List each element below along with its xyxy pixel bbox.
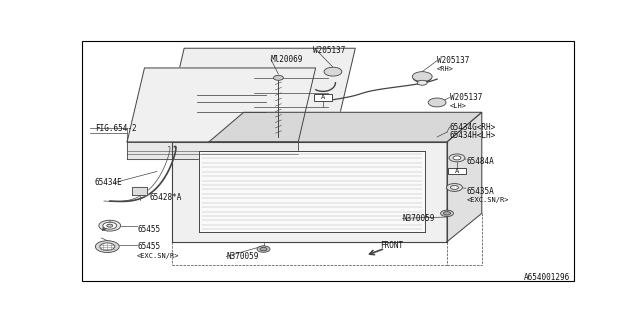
Circle shape [451,186,458,189]
Circle shape [260,247,267,251]
Polygon shape [199,150,425,232]
Text: 65455: 65455 [137,225,160,234]
Text: W205137: W205137 [313,46,346,55]
Circle shape [95,241,119,252]
Polygon shape [447,112,482,242]
Text: 65435A: 65435A [467,187,495,196]
Circle shape [103,222,116,229]
Text: N370059: N370059 [227,252,259,261]
Text: 65455: 65455 [137,242,160,251]
Circle shape [257,246,270,252]
Text: Ml20069: Ml20069 [271,55,303,64]
Text: W205137: W205137 [437,56,470,65]
Text: N370059: N370059 [403,214,435,223]
Text: 65428*A: 65428*A [150,193,182,202]
Circle shape [428,98,446,107]
Polygon shape [127,68,316,142]
Circle shape [324,67,342,76]
Circle shape [273,75,284,80]
Circle shape [100,243,115,250]
Text: <LH>: <LH> [449,103,467,109]
Text: <EXC.SN/R>: <EXC.SN/R> [137,253,180,259]
Text: A: A [455,168,459,174]
Text: FRONT: FRONT [380,241,403,250]
Text: A: A [321,94,325,100]
Text: 65434E: 65434E [95,178,123,187]
Circle shape [440,210,454,217]
Circle shape [107,224,113,227]
Circle shape [447,184,463,191]
Polygon shape [167,48,355,122]
Text: A654001296: A654001296 [524,273,570,283]
Text: 65484A: 65484A [467,157,495,166]
Circle shape [412,72,432,82]
Circle shape [453,156,461,160]
Polygon shape [132,188,147,195]
Text: <RH>: <RH> [437,66,454,72]
Text: <EXC.SN/R>: <EXC.SN/R> [467,197,509,203]
Polygon shape [172,142,447,242]
FancyBboxPatch shape [448,167,466,174]
Polygon shape [127,142,298,159]
Text: 65434H<LH>: 65434H<LH> [449,131,496,140]
Text: FIG.654-2: FIG.654-2 [95,124,136,133]
Polygon shape [209,112,482,142]
Text: W205137: W205137 [449,93,482,102]
Text: 65434G<RH>: 65434G<RH> [449,123,496,132]
Circle shape [99,220,121,231]
Circle shape [417,80,428,85]
Circle shape [449,154,465,162]
Circle shape [444,212,451,215]
FancyBboxPatch shape [314,94,332,101]
